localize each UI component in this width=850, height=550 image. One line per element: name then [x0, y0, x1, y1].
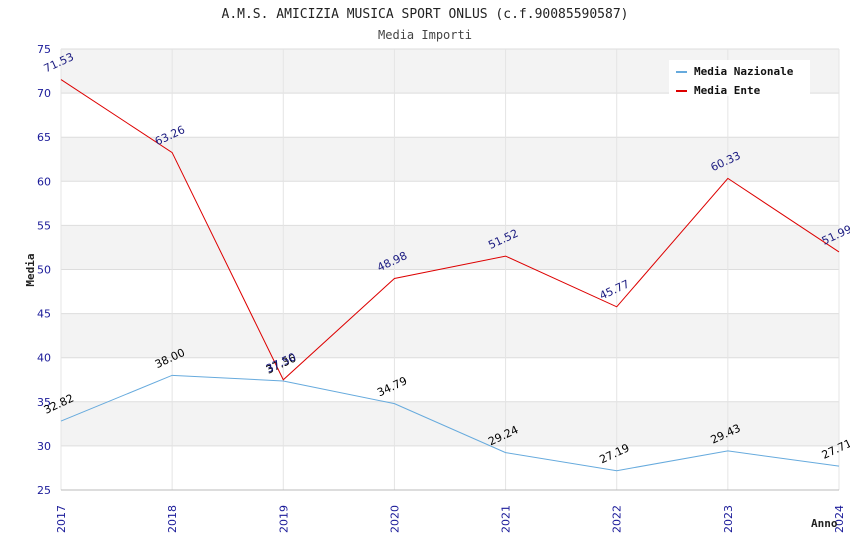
x-axis-label: Anno: [811, 517, 838, 530]
x-tick-label: 2022: [611, 505, 624, 533]
plot-band: [61, 181, 839, 226]
plot-band: [61, 225, 839, 270]
plot-band: [61, 269, 839, 314]
x-tick-label: 2024: [833, 505, 846, 533]
x-tick-label: 2023: [722, 505, 735, 533]
y-tick-label: 30: [37, 440, 51, 453]
y-tick-label: 70: [37, 87, 51, 100]
series-line: [60, 79, 840, 381]
y-tick-label: 75: [37, 43, 51, 56]
y-axis-label: Media: [24, 253, 37, 286]
y-tick-label: 65: [37, 131, 51, 144]
y-tick-label: 60: [37, 175, 51, 188]
plot-band: [61, 401, 839, 446]
series-line: [60, 374, 840, 472]
y-tick-label: 25: [37, 484, 51, 497]
x-tick-label: 2020: [388, 505, 401, 533]
plot-band: [61, 357, 839, 402]
plot-band: [61, 313, 839, 358]
y-tick-label: 55: [37, 219, 51, 232]
x-tick-label: 2018: [166, 505, 179, 533]
y-tick-labels: 25 30 35 40 45 50 55 60 65 70 75: [37, 43, 51, 497]
plot-band: [61, 137, 839, 182]
legend-label-media-ente: Media Ente: [694, 84, 761, 97]
y-tick-label: 35: [37, 396, 51, 409]
plot-background: [61, 49, 839, 490]
legend: Media Nazionale Media Ente: [669, 60, 810, 97]
x-tick-label: 2017: [55, 505, 68, 533]
chart-subtitle: Media Importi: [378, 28, 472, 42]
legend-box: [669, 60, 810, 96]
y-tick-label: 45: [37, 308, 51, 321]
y-tick-label: 50: [37, 264, 51, 277]
x-tick-label: 2021: [500, 505, 513, 533]
x-tick-label: 2019: [277, 505, 290, 533]
chart-title: A.M.S. AMICIZIA MUSICA SPORT ONLUS (c.f.…: [222, 7, 629, 22]
plot-band: [61, 93, 839, 138]
y-tick-label: 40: [37, 352, 51, 365]
series-lines: [60, 79, 840, 472]
legend-label-media-nazionale: Media Nazionale: [694, 65, 794, 78]
x-tick-labels: 2017 2018 2019 2020 2021 2022 2023 2024: [55, 505, 846, 533]
plot-band: [61, 445, 839, 490]
